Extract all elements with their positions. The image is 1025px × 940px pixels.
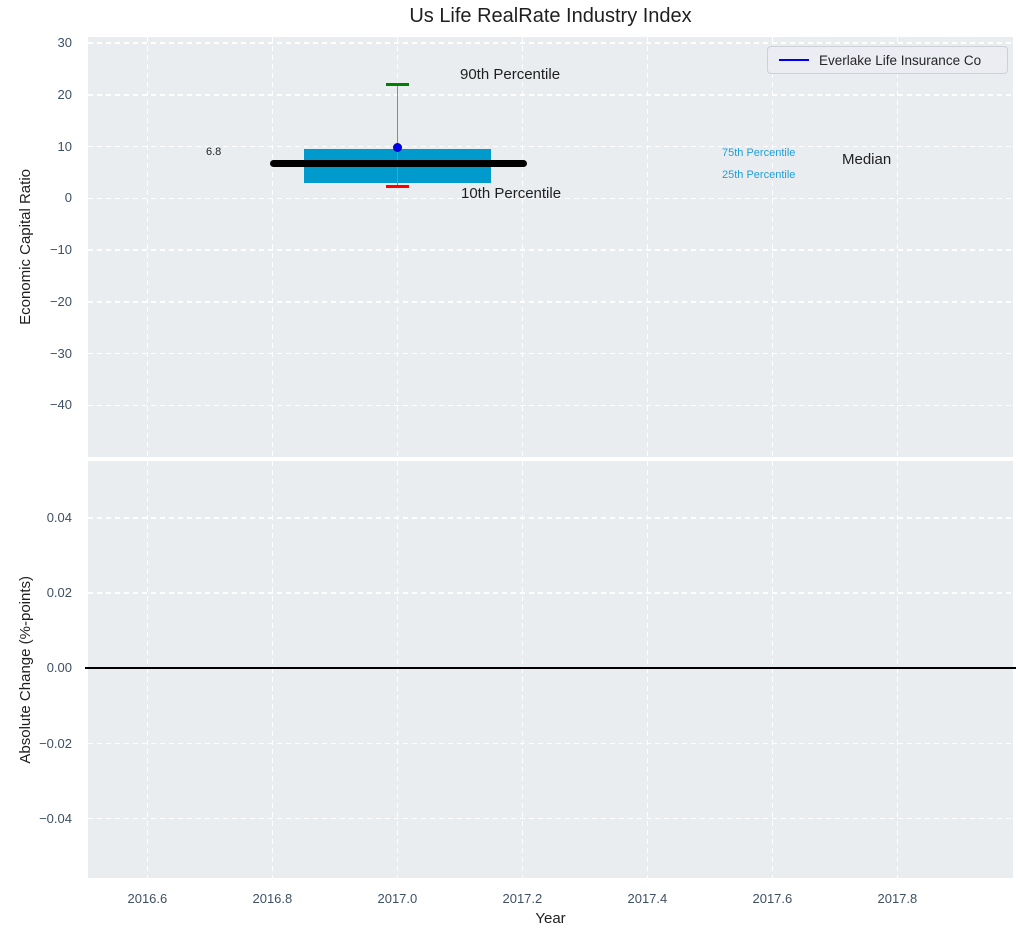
y-tick-label: 0.02	[46, 585, 72, 601]
annotation-median: Median	[842, 151, 892, 168]
legend-box: Everlake Life Insurance Co	[767, 46, 1008, 74]
y-tick-label: 0	[64, 190, 72, 206]
gridline-vertical	[396, 461, 399, 878]
gridline-vertical	[896, 37, 899, 457]
annotation-6-8: 6.8	[206, 146, 222, 158]
y-tick-label: −40	[49, 397, 72, 413]
y-tick-label: 30	[57, 35, 72, 51]
gridline-vertical	[146, 461, 149, 878]
chart-title: Us Life RealRate Industry Index	[409, 5, 692, 27]
legend-label: Everlake Life Insurance Co	[819, 52, 982, 68]
legend-line-swatch	[779, 58, 809, 62]
annotation-75th-percentile: 75th Percentile	[722, 147, 796, 159]
gridline-vertical	[646, 37, 649, 457]
y-tick-label: −0.02	[39, 735, 72, 751]
gridline-vertical	[646, 461, 649, 878]
x-axis-label: Year	[535, 910, 566, 927]
annotation-25th-percentile: 25th Percentile	[722, 169, 796, 181]
gridline-horizontal	[88, 817, 1013, 820]
y-tick-label: 0.04	[46, 510, 72, 526]
gridline-horizontal	[88, 249, 1013, 251]
gridline-vertical	[271, 461, 274, 878]
gridline-vertical	[896, 461, 899, 878]
p90-whisker-cap	[386, 82, 409, 87]
y-tick-label: 10	[57, 138, 72, 154]
y-tick-label: 20	[57, 86, 72, 102]
gridline-vertical	[771, 37, 774, 457]
gridline-horizontal	[88, 197, 1013, 200]
annotation-10th-percentile: 10th Percentile	[461, 185, 562, 202]
gridline-vertical	[146, 37, 149, 457]
gridline-horizontal	[88, 94, 1013, 96]
gridline-horizontal	[88, 145, 1013, 148]
gridline-horizontal	[88, 42, 1013, 44]
y-tick-label: −10	[49, 242, 72, 258]
y-tick-label: −0.04	[39, 810, 72, 826]
y-tick-label: −20	[49, 293, 72, 309]
subplot-economic-capital-ratio	[88, 37, 1013, 457]
gridline-horizontal	[88, 404, 1013, 407]
x-tick-label: 2017.0	[377, 891, 418, 906]
p10-whisker-cap	[386, 184, 409, 189]
x-tick-label: 2016.6	[127, 891, 168, 906]
x-tick-label: 2017.6	[752, 891, 793, 906]
x-tick-label: 2017.8	[877, 891, 918, 906]
x-tick-label: 2016.8	[252, 891, 293, 906]
gridline-horizontal	[88, 301, 1013, 303]
gridline-horizontal	[88, 352, 1013, 355]
y-tick-label: 0.00	[46, 660, 72, 676]
company-data-point	[392, 142, 402, 152]
gridline-horizontal	[88, 592, 1013, 594]
zero-reference-line	[85, 667, 1016, 670]
x-tick-label: 2017.4	[627, 891, 668, 906]
gridline-vertical	[521, 461, 524, 878]
gridline-horizontal	[88, 517, 1013, 519]
y-tick-label: −30	[49, 345, 72, 361]
x-tick-label: 2017.2	[502, 891, 543, 906]
gridline-vertical	[521, 37, 524, 457]
whisker-line	[396, 84, 398, 187]
gridline-vertical	[396, 37, 399, 457]
annotation-90th-percentile: 90th Percentile	[460, 66, 561, 83]
gridline-horizontal	[88, 742, 1013, 745]
subplot-absolute-change	[88, 461, 1013, 878]
gridline-vertical	[771, 461, 774, 878]
median-line	[269, 159, 527, 167]
gridline-vertical	[271, 37, 274, 457]
